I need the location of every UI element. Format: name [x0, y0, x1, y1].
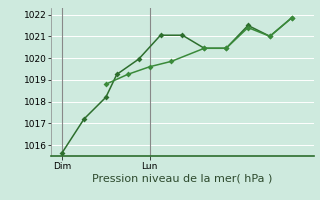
X-axis label: Pression niveau de la mer( hPa ): Pression niveau de la mer( hPa ) — [92, 173, 273, 183]
